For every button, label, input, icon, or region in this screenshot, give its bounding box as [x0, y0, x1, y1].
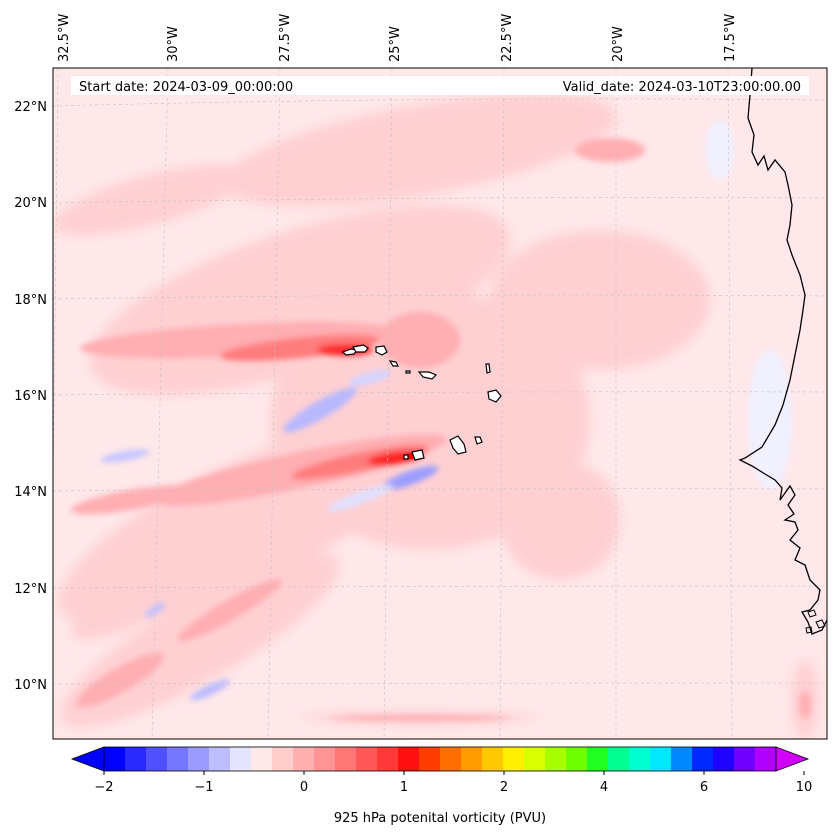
- colorbar-segment: [650, 747, 672, 771]
- header-banner: Start date: 2024-03-09_00:00:00 Valid_da…: [71, 76, 809, 95]
- colorbar-segment: [587, 747, 609, 771]
- start-date-label: Start date: 2024-03-09_00:00:00: [79, 80, 293, 95]
- lon-label: 22.5°W: [500, 14, 515, 62]
- colorbar-segment: [482, 747, 504, 771]
- africa-coastline: [738, 68, 827, 635]
- colorbar-segment: [419, 747, 441, 771]
- lat-label: 14°N: [14, 485, 47, 500]
- colorbar-segment: [125, 747, 147, 771]
- lon-label: 27.5°W: [278, 14, 293, 62]
- colorbar-segment: [671, 747, 693, 771]
- colorbar-segment: [104, 747, 126, 771]
- colorbar-segment: [335, 747, 357, 771]
- colorbar-segments: [104, 747, 777, 771]
- colorbar-segment: [566, 747, 588, 771]
- lat-label: 10°N: [14, 678, 47, 693]
- colorbar-segment: [293, 747, 315, 771]
- colorbar-segment: [230, 747, 252, 771]
- colorbar-segment: [440, 747, 462, 771]
- colorbar-segment: [629, 747, 651, 771]
- cape-verde-islands: [341, 344, 502, 461]
- map-frame: [52, 67, 828, 740]
- colorbar-segment: [209, 747, 231, 771]
- gridlines: [53, 68, 827, 739]
- colorbar-segment: [251, 747, 273, 771]
- colorbar-extend-high: [775, 746, 810, 772]
- lon-label: 25°W: [388, 26, 403, 62]
- header-background: [71, 76, 809, 95]
- colorbar-segment: [755, 747, 777, 771]
- colorbar-frame: [103, 746, 777, 772]
- colorbar-segment: [314, 747, 336, 771]
- colorbar-tick-label: 2: [500, 780, 508, 795]
- map-panel: [53, 68, 827, 739]
- lat-label: 12°N: [14, 582, 47, 597]
- colorbar-tick-label: 6: [700, 780, 708, 795]
- colorbar-segment: [713, 747, 735, 771]
- colorbar-tick-label: 1: [400, 780, 408, 795]
- colorbar-segment: [398, 747, 420, 771]
- colorbar-segment: [503, 747, 525, 771]
- valid-date-label: Valid_date: 2024-03-10T23:00:00.00: [563, 80, 801, 95]
- bijagos-islands: [805, 609, 826, 634]
- colorbar-segment: [272, 747, 294, 771]
- colorbar-segment: [461, 747, 483, 771]
- lat-label: 22°N: [14, 100, 47, 115]
- longitude-labels: 32.5°W 30°W 27.5°W 25°W 22.5°W 20°W 17.5…: [57, 14, 738, 62]
- colorbar-label: 925 hPa potenital vorticity (PVU): [334, 811, 546, 826]
- colorbar-segment: [377, 747, 399, 771]
- colorbar-segment: [545, 747, 567, 771]
- colorbar-segment: [608, 747, 630, 771]
- lon-label: 17.5°W: [723, 14, 738, 62]
- lon-label: 32.5°W: [57, 14, 72, 62]
- colorbar: −2−1012461014 925 hPa potenital vorticit…: [70, 746, 813, 826]
- latitude-labels: 22°N 20°N 18°N 16°N 14°N 12°N 10°N: [14, 100, 47, 693]
- colorbar-segment: [146, 747, 168, 771]
- colorbar-segment: [692, 747, 714, 771]
- colorbar-segment: [356, 747, 378, 771]
- colorbar-extend-low: [70, 746, 105, 772]
- colorbar-segment: [167, 747, 189, 771]
- colorbar-segment: [524, 747, 546, 771]
- colorbar-segment: [188, 747, 210, 771]
- lon-label: 30°W: [166, 26, 181, 62]
- colorbar-tick-label: −1: [194, 780, 213, 795]
- pv-field-negative: [100, 120, 792, 701]
- colorbar-tick-label: 0: [300, 780, 308, 795]
- colorbar-ticks: −2−1012461014: [94, 771, 813, 795]
- lat-label: 16°N: [14, 389, 47, 404]
- lon-label: 20°W: [611, 26, 626, 62]
- colorbar-tick-label: 10: [796, 780, 813, 795]
- lat-label: 18°N: [14, 293, 47, 308]
- colorbar-tick-label: 4: [600, 780, 608, 795]
- colorbar-segment: [734, 747, 756, 771]
- lat-label: 20°N: [14, 196, 47, 211]
- colorbar-tick-label: −2: [94, 780, 113, 795]
